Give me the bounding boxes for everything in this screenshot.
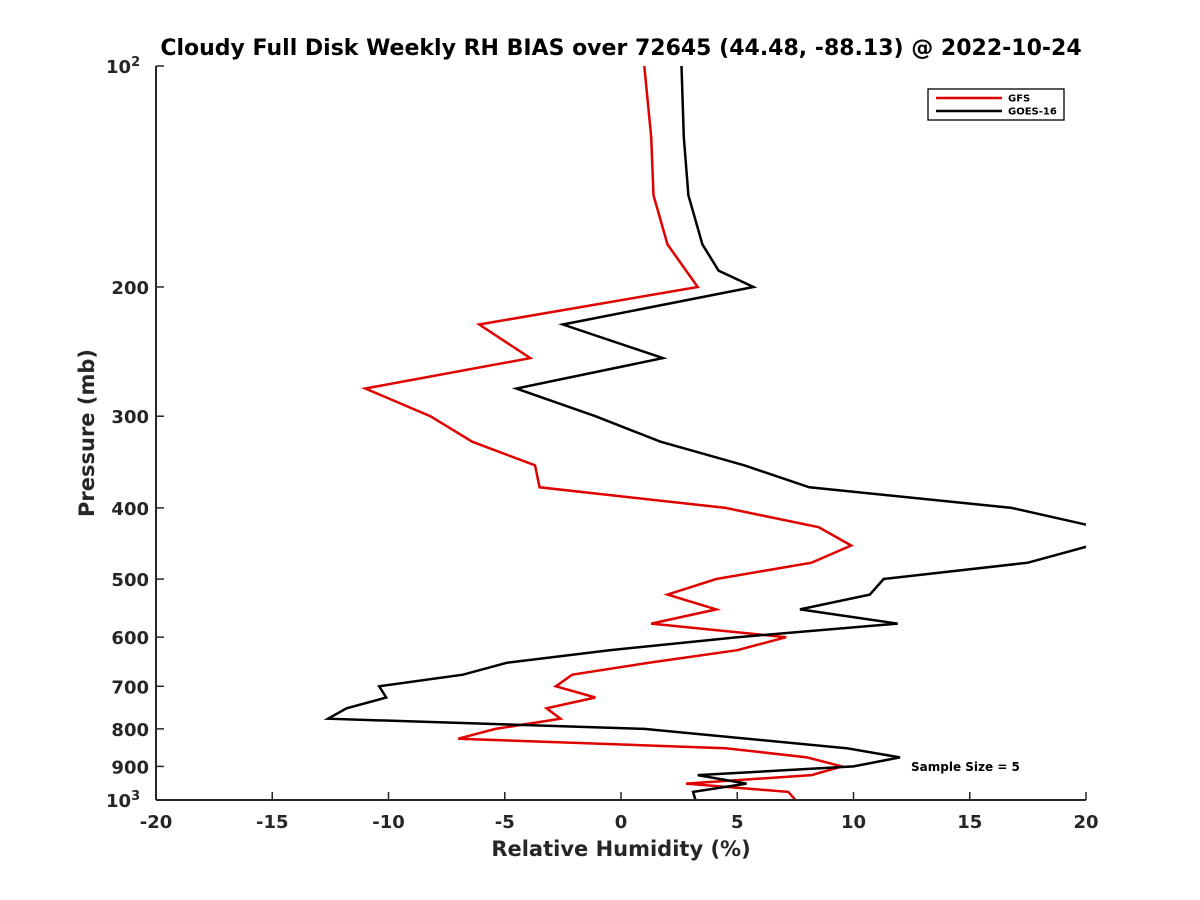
legend-box xyxy=(927,88,1065,121)
x-axis-ticks: -20 -15 -10 -5 0 5 10 15 20 xyxy=(140,792,1099,833)
x-tick-label: -15 xyxy=(256,812,289,833)
series-line-gfs xyxy=(360,66,855,800)
y-tick-label: 800 xyxy=(111,720,149,741)
x-tick-label: -10 xyxy=(372,812,405,833)
y-tick-label: 900 xyxy=(111,757,149,778)
series-layer xyxy=(323,66,1086,800)
legend: GFS GOES-16 xyxy=(927,88,1065,121)
y-tick-label: 103 xyxy=(106,789,140,812)
x-tick-label: 20 xyxy=(1073,812,1098,833)
y-tick-label: 700 xyxy=(111,677,149,698)
x-tick-label: -5 xyxy=(495,812,515,833)
legend-label-gfs: GFS xyxy=(1008,94,1030,105)
y-axis-ticks: 102 200 300 400 500 600 700 800 900 103 xyxy=(106,55,164,812)
legend-label-goes16: GOES-16 xyxy=(1008,107,1057,118)
series-line-goes16 xyxy=(323,66,1086,800)
y-tick-label: 400 xyxy=(111,499,149,520)
x-tick-label: 15 xyxy=(957,812,982,833)
y-tick-label: 300 xyxy=(111,407,149,428)
x-tick-label: 10 xyxy=(841,812,866,833)
x-tick-label: -20 xyxy=(140,812,173,833)
plot-area xyxy=(156,66,1086,800)
x-tick-label: 0 xyxy=(615,812,628,833)
y-tick-label: 600 xyxy=(111,628,149,649)
sample-size-annotation: Sample Size = 5 xyxy=(911,760,1020,774)
y-tick-label: 500 xyxy=(111,570,149,591)
chart-title: Cloudy Full Disk Weekly RH BIAS over 726… xyxy=(160,36,1081,61)
x-axis-label: Relative Humidity (%) xyxy=(491,837,750,861)
y-tick-label: 102 xyxy=(106,55,140,78)
x-tick-label: 5 xyxy=(731,812,744,833)
y-tick-label: 200 xyxy=(111,278,149,299)
y-axis-label: Pressure (mb) xyxy=(75,349,99,517)
